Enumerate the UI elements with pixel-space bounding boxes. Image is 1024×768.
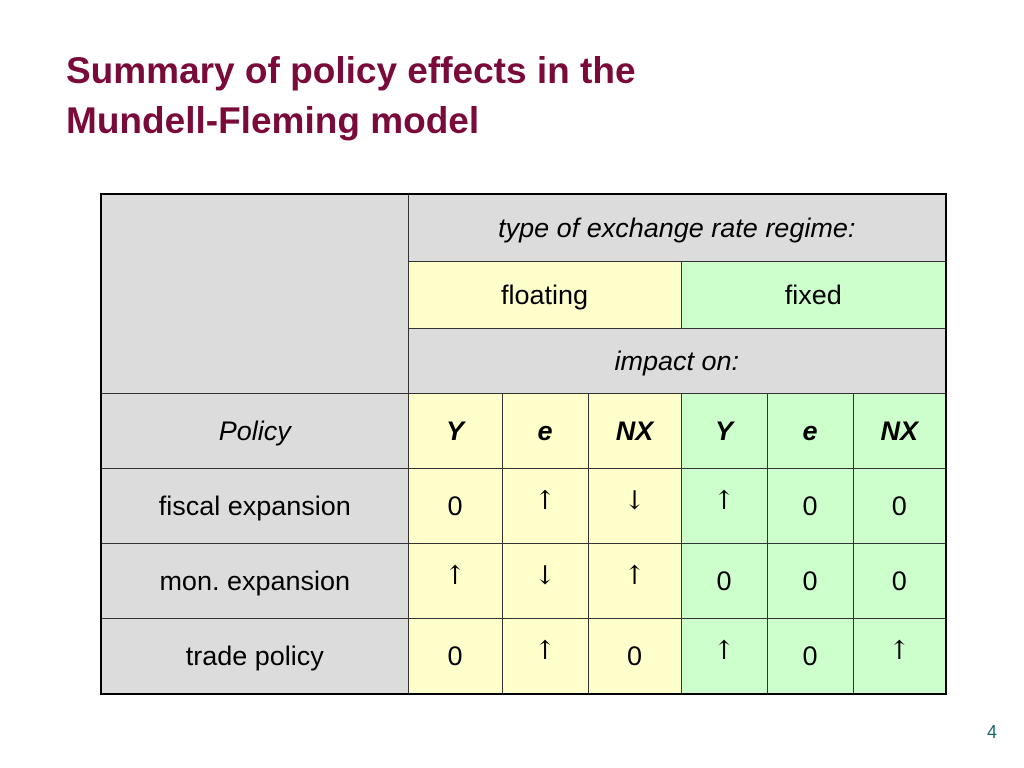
variable-header-row: Policy Y e NX Y e NX <box>100 393 947 469</box>
fixed-nx-effect: ↑ <box>888 635 911 666</box>
floating-y-effect: 0 <box>447 490 463 521</box>
floating-e-header: e <box>501 393 589 469</box>
floating-nx-effect: ↑ <box>623 560 646 591</box>
corner-blank-cell <box>100 193 409 394</box>
regime-header-row: type of exchange rate regime: <box>100 193 947 394</box>
floating-e-effect: ↑ <box>534 485 556 516</box>
slide-title-line-1: Summary of policy effects in the <box>66 50 636 91</box>
fixed-e-effect: 0 <box>802 490 818 521</box>
fixed-nx-effect: 0 <box>891 490 907 521</box>
policy-label-mon-expansion: mon. expansion <box>100 543 409 619</box>
slide-title: Summary of policy effects in the Mundell… <box>66 46 636 146</box>
floating-nx-header: NX <box>587 393 682 469</box>
table-row: mon. expansion ↑ ↓ ↑ 0 0 0 <box>100 543 947 619</box>
table-row: trade policy 0 ↑ 0 ↑ 0 ↑ <box>100 618 947 695</box>
floating-y-effect: ↑ <box>444 560 466 591</box>
floating-regime-header: floating <box>407 261 682 329</box>
fixed-nx-effect: 0 <box>891 565 907 596</box>
fixed-e-header: e <box>766 393 854 469</box>
regime-header-cell: type of exchange rate regime: <box>407 193 947 262</box>
floating-nx-effect: 0 <box>626 640 643 671</box>
slide-title-line-2: Mundell-Fleming model <box>66 100 480 141</box>
floating-nx-effect: ↓ <box>623 485 646 516</box>
impact-header-cell: impact on: <box>407 328 947 394</box>
floating-e-effect: ↑ <box>534 635 556 666</box>
floating-y-header: Y <box>407 393 503 469</box>
policy-effects-table: type of exchange rate regime: floating f… <box>100 193 947 695</box>
page-number: 4 <box>987 722 998 742</box>
fixed-y-effect: ↑ <box>713 485 735 516</box>
policy-label-fiscal-expansion: fiscal expansion <box>100 468 409 544</box>
regime-names-row: floating fixed <box>101 261 947 329</box>
policy-label-trade-policy: trade policy <box>100 618 409 695</box>
fixed-regime-header: fixed <box>680 261 947 329</box>
table-row: fiscal expansion 0 ↑ ↓ ↑ 0 0 <box>100 468 947 544</box>
fixed-y-header: Y <box>680 393 768 469</box>
fixed-y-effect: 0 <box>716 565 732 596</box>
fixed-e-effect: 0 <box>802 640 818 671</box>
fixed-nx-header: NX <box>852 393 947 469</box>
floating-e-effect: ↓ <box>534 560 556 591</box>
policy-column-header: Policy <box>100 393 409 469</box>
floating-y-effect: 0 <box>447 640 463 671</box>
fixed-e-effect: 0 <box>802 565 818 596</box>
fixed-y-effect: ↑ <box>713 635 735 666</box>
